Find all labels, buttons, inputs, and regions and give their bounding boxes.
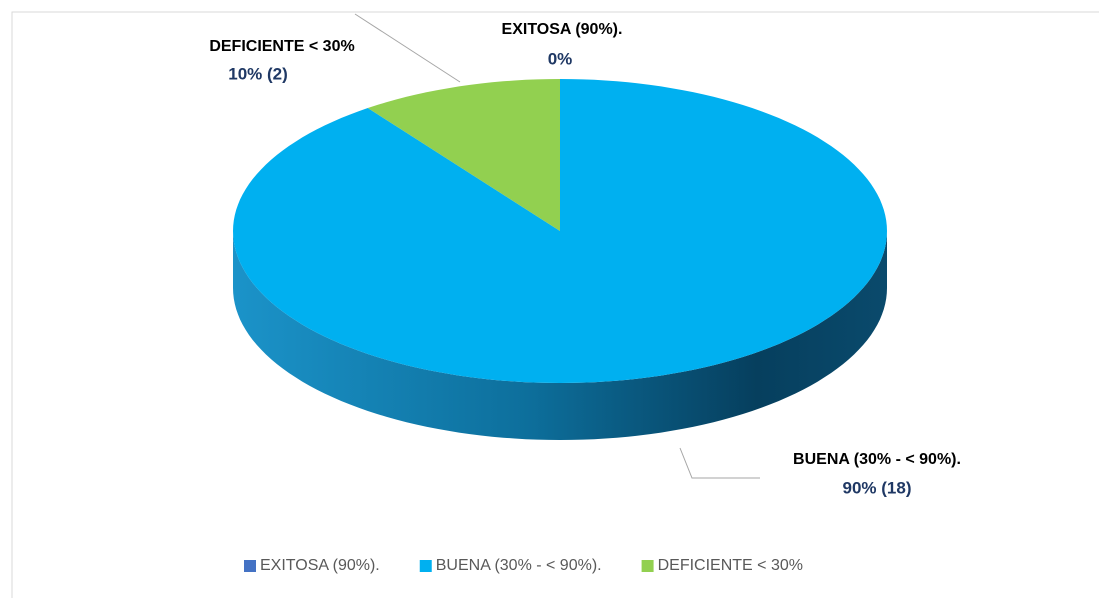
legend-label: BUENA (30% - < 90%). xyxy=(436,557,602,574)
chart-frame xyxy=(11,11,1099,598)
data-label-category: DEFICIENTE < 30% xyxy=(209,38,354,55)
data-labels: EXITOSA (90%). 0% BUENA (30% - < 90%). 90% … xyxy=(209,21,961,497)
legend-swatch xyxy=(419,560,432,572)
data-label-value: 90% (18) xyxy=(843,478,912,497)
legend-swatch xyxy=(244,560,256,572)
legend-label: DEFICIENTE < 30% xyxy=(658,557,803,574)
data-label-value: 10% (2) xyxy=(228,64,288,83)
data-label-category: BUENA (30% - < 90%). xyxy=(793,451,961,468)
legend-swatch xyxy=(641,560,654,572)
legend-label: EXITOSA (90%). xyxy=(260,557,380,574)
pie xyxy=(233,79,887,440)
pie-slice xyxy=(367,79,560,231)
data-label-value: 0% xyxy=(548,49,573,68)
data-label-category: EXITOSA (90%). xyxy=(502,21,623,38)
pie-slice-side xyxy=(233,231,887,440)
leader-line xyxy=(679,447,760,479)
legend: EXITOSA (90%). BUENA (30% - < 90%). DEFICI… xyxy=(244,557,803,574)
leader-line xyxy=(354,13,461,83)
